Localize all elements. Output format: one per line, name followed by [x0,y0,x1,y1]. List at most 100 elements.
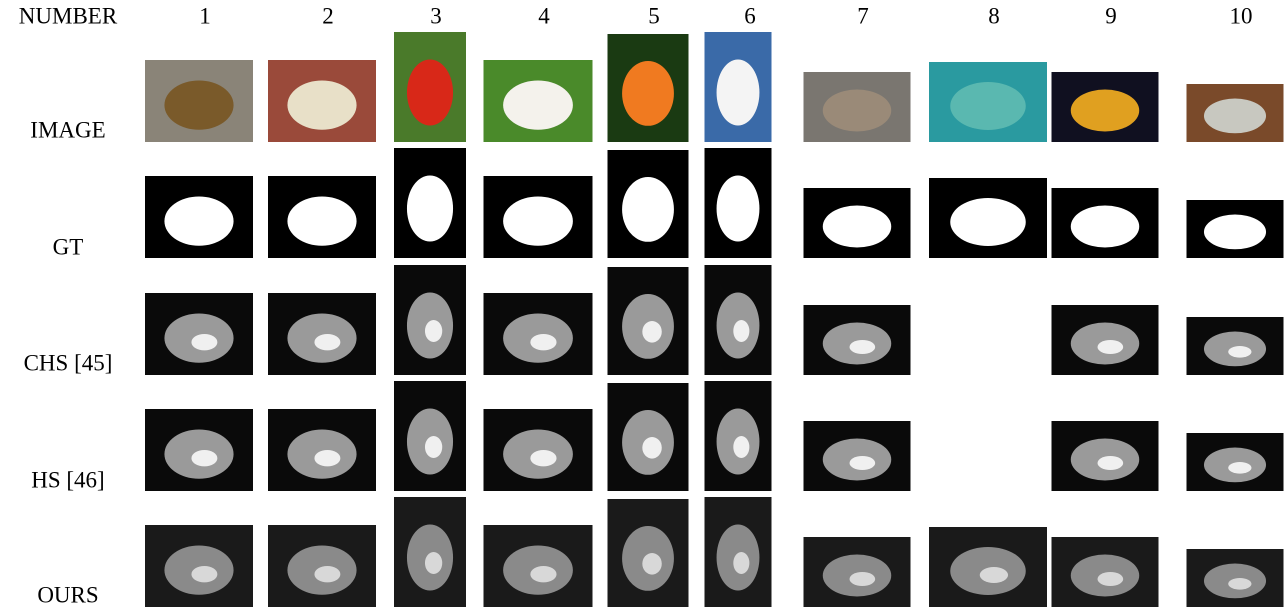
salient-core [979,567,1009,583]
image-cell [607,267,689,375]
image-cell [803,72,911,142]
salient-core [530,334,557,351]
image-cell [803,188,911,258]
row-label: OURS [37,582,98,607]
image-cell [1051,537,1159,607]
salient-core [849,456,876,470]
salient-region [822,205,892,248]
row-label: GT [53,234,84,259]
image-cell [607,499,689,607]
image-cell [268,60,376,142]
image-cell [145,60,253,142]
image-cell [394,265,466,375]
image-cell [929,62,1047,142]
image-cell [268,293,376,375]
image-cell [1051,305,1159,375]
image-cell [1186,549,1284,607]
salient-core [530,450,557,467]
salient-region [950,82,1026,130]
salient-core [314,334,341,351]
header-label: NUMBER [19,3,118,28]
image-cell [1186,433,1284,491]
image-cell [394,497,466,607]
salient-core [424,436,443,458]
salient-region [622,177,674,242]
image-cell [483,525,593,607]
salient-core [1228,578,1252,590]
image-cell [483,176,593,258]
column-number: 10 [1230,3,1253,28]
image-cell [704,32,772,142]
row-label: IMAGE [30,117,105,142]
column-number: 4 [538,3,550,28]
image-cell [394,381,466,491]
salient-region [1070,205,1140,248]
image-cell [483,293,593,375]
salient-core [1097,340,1124,354]
image-cell [145,525,253,607]
image-cell [268,176,376,258]
image-cell [929,178,1047,258]
image-cell [607,34,689,142]
image-cell [803,537,911,607]
salient-core [424,320,443,342]
salient-core [642,321,662,343]
salient-core [733,436,750,458]
row-label: CHS [45] [24,350,113,375]
column-number: 3 [430,3,442,28]
salient-region [716,175,760,242]
salient-region [622,61,674,126]
image-cell [803,421,911,491]
salient-core [1097,572,1124,586]
image-cell [483,409,593,491]
image-cell [704,265,772,375]
salient-region [406,175,454,242]
image-cell [268,525,376,607]
salient-region [950,198,1026,246]
image-cell [1051,188,1159,258]
salient-region [716,59,760,126]
image-cell [1051,421,1159,491]
image-cell [704,497,772,607]
image-cell [607,150,689,258]
image-cell [607,383,689,491]
salient-core [314,450,341,467]
salient-region [1070,89,1140,132]
salient-region [164,80,234,130]
image-cell [929,527,1047,607]
salient-core [642,437,662,459]
salient-core [191,566,218,583]
salient-region [164,196,234,246]
column-number: 5 [648,3,660,28]
salient-core [733,552,750,574]
salient-core [424,552,443,574]
salient-core [1097,456,1124,470]
salient-core [1228,346,1252,358]
image-cell [1186,317,1284,375]
salient-region [1203,214,1267,250]
image-cell [483,60,593,142]
image-cell [394,32,466,142]
salient-core [733,320,750,342]
salient-region [406,59,454,126]
image-cell [268,409,376,491]
salient-core [530,566,557,583]
column-number: 7 [857,3,869,28]
image-cell [145,409,253,491]
salient-core [1228,462,1252,474]
column-number: 8 [988,3,1000,28]
salient-region [1203,98,1267,134]
salient-region [503,196,573,246]
image-cell [704,381,772,491]
salient-region [287,196,357,246]
salient-core [642,553,662,575]
salient-core [314,566,341,583]
salient-region [287,80,357,130]
salient-core [191,334,218,351]
salient-core [849,340,876,354]
image-cell [145,293,253,375]
column-number: 1 [199,3,211,28]
image-cell [704,148,772,258]
salient-region [503,80,573,130]
